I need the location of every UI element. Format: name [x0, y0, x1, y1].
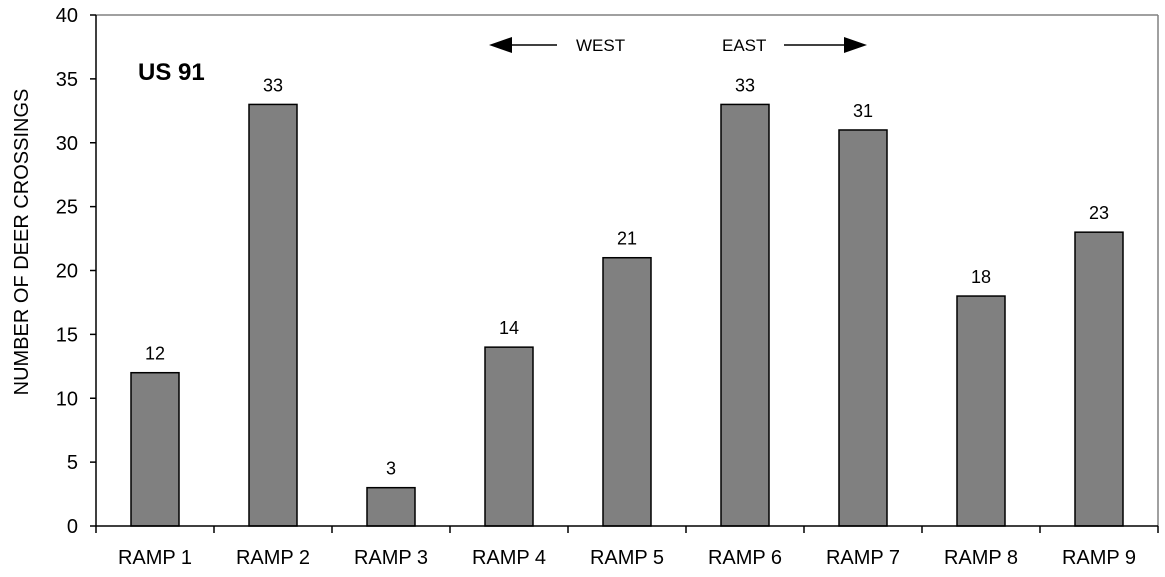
y-axis-title: NUMBER OF DEER CROSSINGS — [11, 89, 33, 396]
y-tick-label: 20 — [56, 261, 78, 283]
x-tick-label: RAMP 8 — [944, 547, 1018, 569]
x-tick-label: RAMP 5 — [590, 547, 664, 569]
x-ticks: RAMP 1 RAMP 2 RAMP 3 RAMP 4 RAMP 5 RAMP 6 RAMP… — [95, 526, 1159, 569]
east-label: EAST — [722, 36, 766, 55]
bar — [130, 371, 180, 527]
x-tick-label: RAMP 2 — [236, 547, 310, 569]
data-label: 33 — [263, 75, 283, 95]
data-label: 33 — [735, 75, 755, 95]
y-ticks: 0 5 10 15 20 25 30 35 40 — [56, 5, 96, 538]
bar — [1074, 231, 1124, 527]
y-tick-label: 30 — [56, 133, 78, 155]
x-tick-label: RAMP 6 — [708, 547, 782, 569]
data-label: 31 — [853, 101, 873, 121]
data-label: 23 — [1089, 203, 1109, 223]
x-tick-label: RAMP 7 — [826, 547, 900, 569]
bar — [838, 129, 888, 527]
x-tick-label: RAMP 4 — [472, 547, 546, 569]
panel-label: US 91 — [138, 59, 205, 86]
x-tick-label: RAMP 3 — [354, 547, 428, 569]
x-tick-label: RAMP 1 — [118, 547, 192, 569]
west-label: WEST — [576, 36, 625, 55]
direction-annotation: WEST EAST — [489, 36, 867, 55]
x-tick-label: RAMP 9 — [1062, 547, 1136, 569]
y-tick-label: 10 — [56, 388, 78, 410]
bar — [720, 103, 770, 527]
bar — [956, 295, 1006, 527]
y-tick-label: 35 — [56, 69, 78, 91]
data-label: 18 — [971, 267, 991, 287]
data-label: 12 — [145, 344, 165, 364]
data-label: 14 — [499, 318, 519, 338]
bar-group — [130, 103, 1124, 527]
west-arrow-icon — [489, 37, 512, 53]
bar — [602, 256, 652, 527]
data-label: 3 — [386, 459, 396, 479]
east-arrow-icon — [844, 37, 867, 53]
y-tick-label: 25 — [56, 197, 78, 219]
bar — [366, 486, 416, 527]
plot-frame — [96, 14, 1159, 526]
bar — [484, 346, 534, 527]
data-label: 21 — [617, 229, 637, 249]
y-tick-label: 5 — [67, 452, 78, 474]
y-tick-label: 40 — [56, 5, 78, 27]
y-tick-label: 0 — [67, 516, 78, 538]
y-tick-label: 15 — [56, 324, 78, 346]
bar — [248, 103, 298, 527]
